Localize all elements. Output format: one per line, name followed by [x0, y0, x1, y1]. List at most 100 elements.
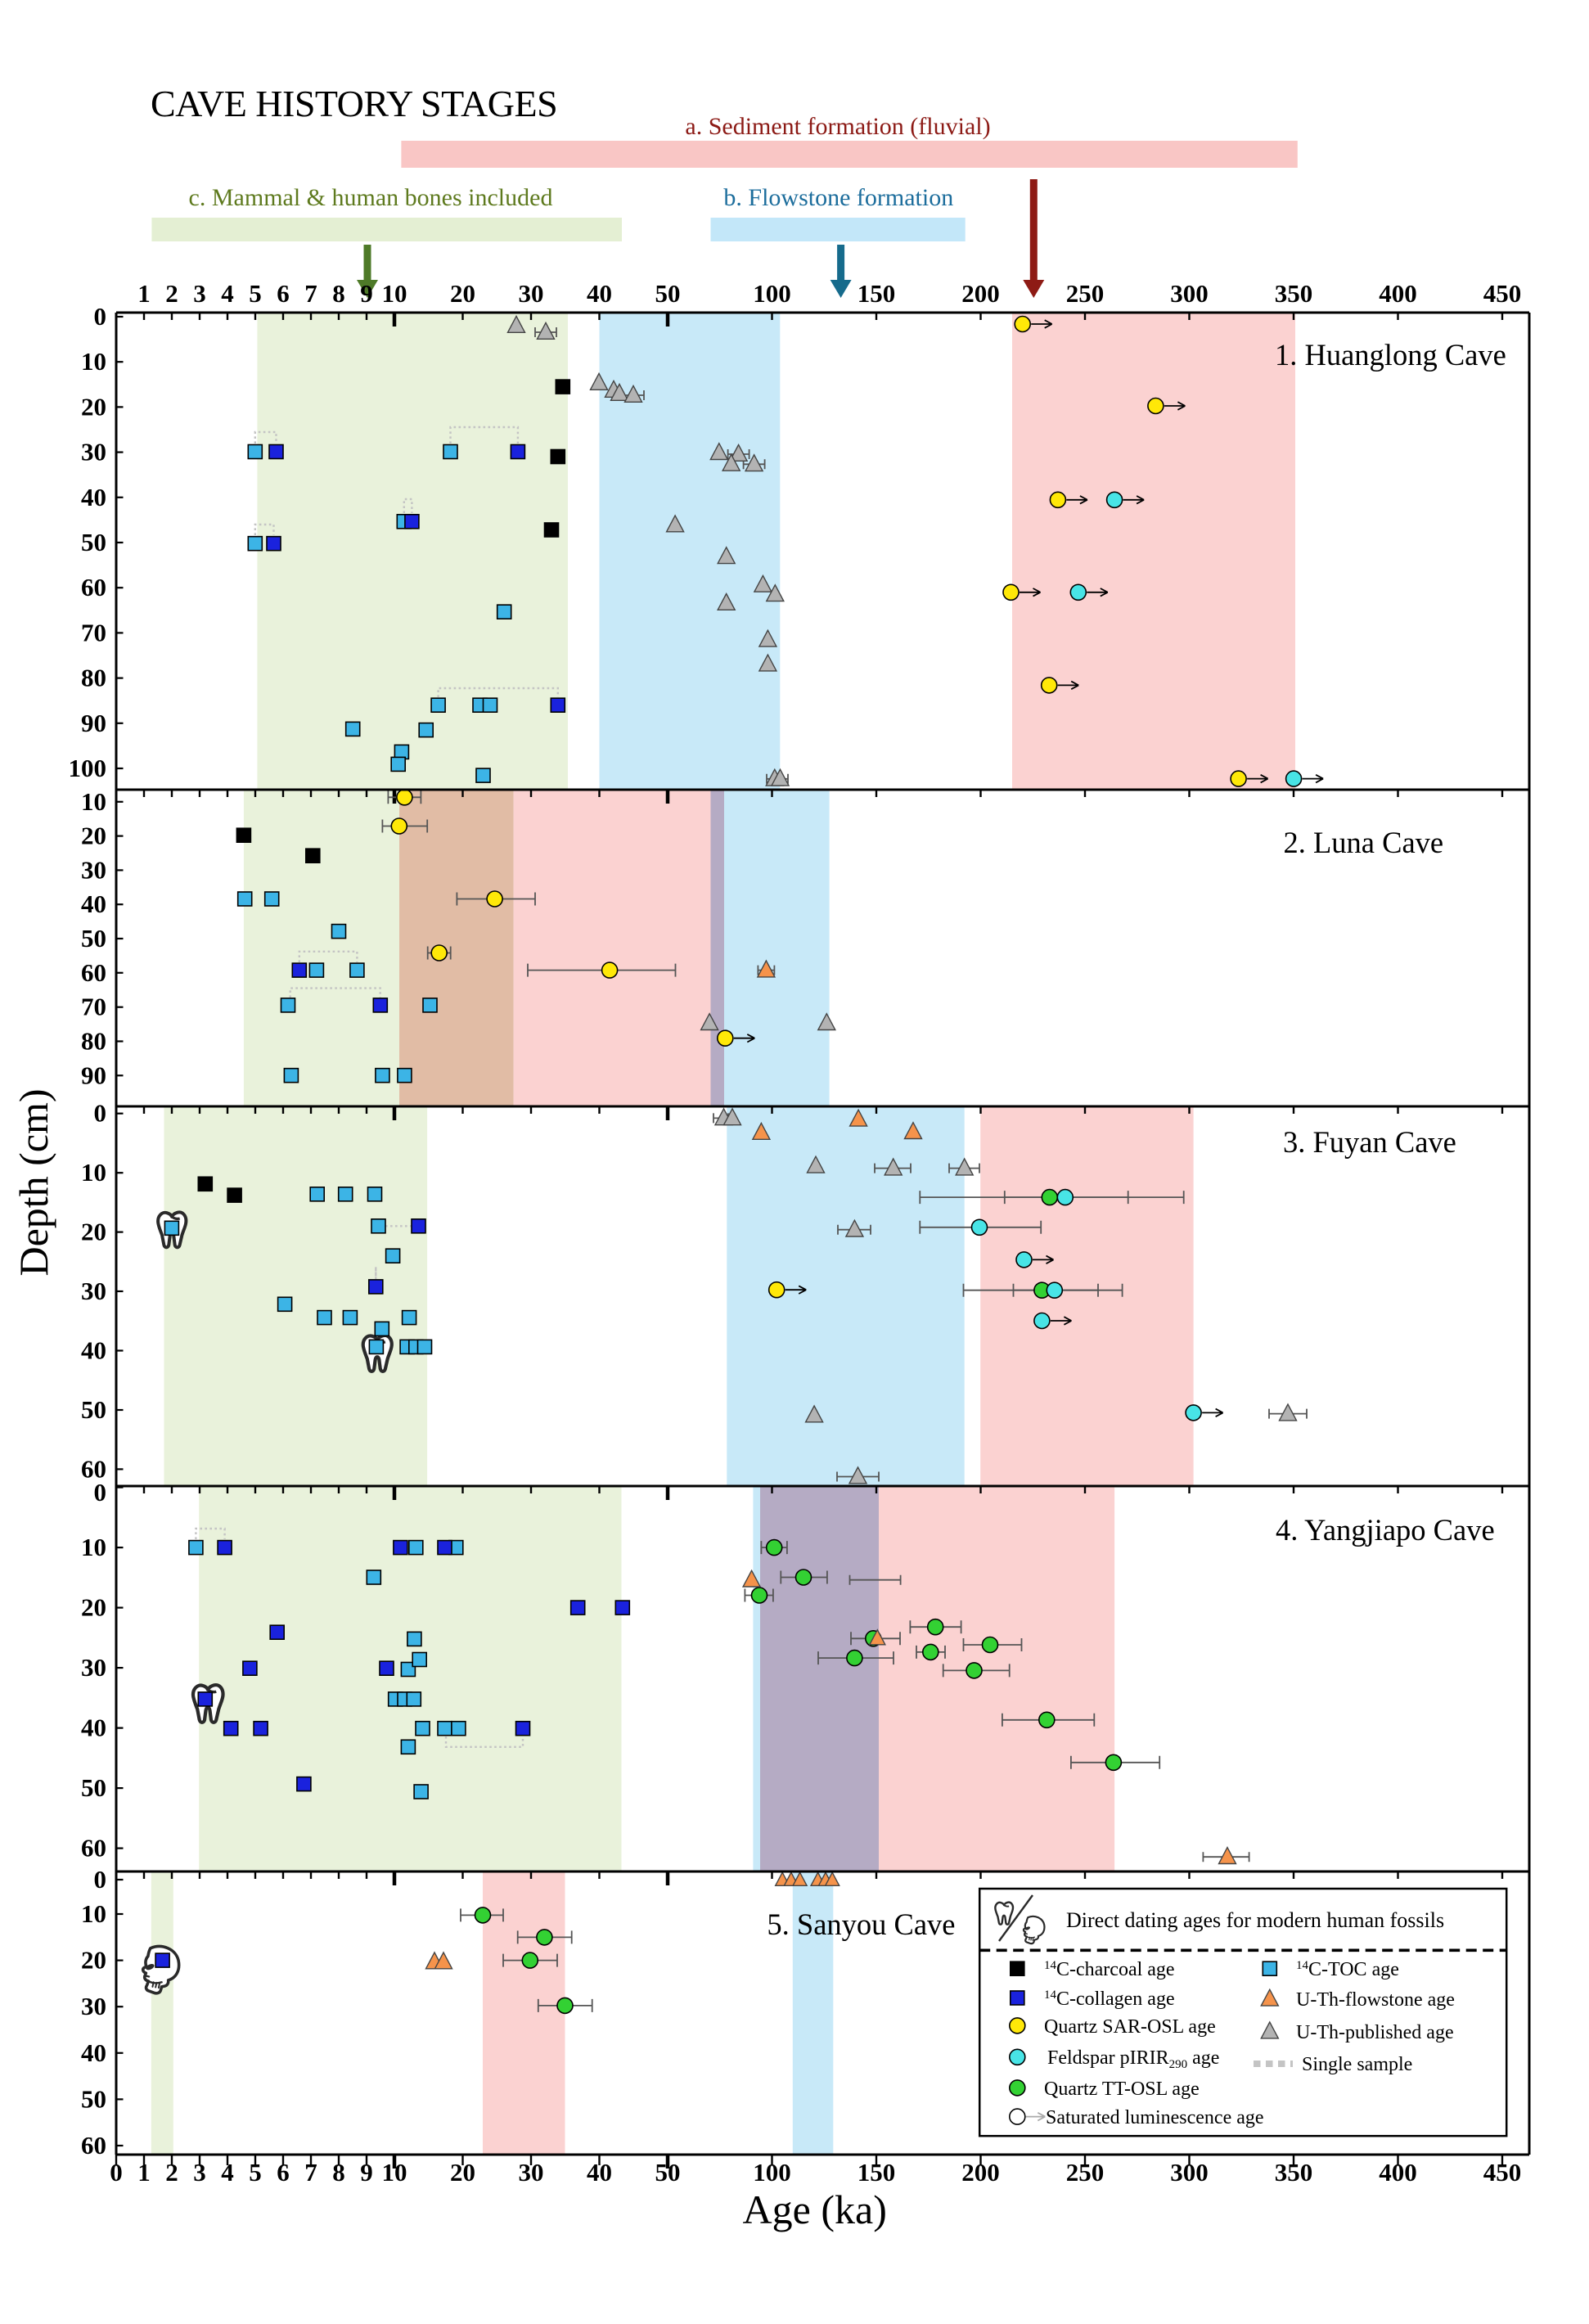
svg-text:100: 100 — [753, 2158, 791, 2187]
svg-text:60: 60 — [81, 1454, 106, 1483]
svg-text:50: 50 — [81, 1773, 106, 1802]
svg-text:2: 2 — [165, 2158, 178, 2187]
svg-text:U-Th-flowstone age: U-Th-flowstone age — [1296, 1989, 1455, 2011]
svg-text:40: 40 — [81, 1336, 106, 1365]
svg-text:40: 40 — [587, 2158, 612, 2187]
svg-text:100: 100 — [69, 754, 107, 782]
svg-text:Quartz SAR-OSL age: Quartz SAR-OSL age — [1044, 2016, 1216, 2038]
svg-text:4: 4 — [221, 279, 234, 308]
svg-text:1: 1 — [137, 279, 151, 308]
svg-text:CAVE HISTORY STAGES: CAVE HISTORY STAGES — [151, 83, 557, 124]
svg-text:40: 40 — [81, 483, 106, 511]
svg-text:90: 90 — [81, 1061, 106, 1089]
svg-text:3: 3 — [193, 2158, 206, 2187]
svg-text:5: 5 — [249, 2158, 262, 2187]
svg-text:30: 30 — [81, 438, 106, 466]
svg-text:10: 10 — [81, 1158, 106, 1187]
svg-text:Direct dating ages for modern: Direct dating ages for modern human foss… — [1066, 1908, 1444, 1932]
svg-text:10: 10 — [81, 1899, 106, 1928]
svg-text:Feldspar pIRIR290 age: Feldspar pIRIR290 age — [1047, 2047, 1219, 2071]
svg-text:0: 0 — [94, 1865, 107, 1894]
svg-text:400: 400 — [1379, 2158, 1417, 2187]
svg-text:80: 80 — [81, 1027, 106, 1056]
svg-text:40: 40 — [587, 279, 612, 308]
svg-text:250: 250 — [1066, 2158, 1105, 2187]
svg-text:60: 60 — [81, 2131, 106, 2160]
svg-text:30: 30 — [81, 1277, 106, 1305]
svg-text:10: 10 — [81, 1533, 106, 1561]
svg-text:30: 30 — [81, 1992, 106, 2020]
svg-text:50: 50 — [655, 2158, 681, 2187]
svg-text:150: 150 — [858, 2158, 896, 2187]
svg-text:0: 0 — [94, 1478, 107, 1507]
svg-text:450: 450 — [1483, 2158, 1522, 2187]
svg-text:30: 30 — [81, 1653, 106, 1682]
svg-text:50: 50 — [81, 528, 106, 556]
svg-text:40: 40 — [81, 1714, 106, 1742]
svg-text:70: 70 — [81, 993, 106, 1021]
svg-text:0: 0 — [110, 2158, 123, 2187]
svg-text:350: 350 — [1275, 2158, 1313, 2187]
svg-text:30: 30 — [81, 855, 106, 884]
svg-text:50: 50 — [81, 1395, 106, 1424]
svg-text:10: 10 — [382, 2158, 407, 2187]
svg-text:0: 0 — [94, 1099, 107, 1128]
svg-text:3. Fuyan Cave: 3. Fuyan Cave — [1283, 1125, 1456, 1159]
svg-text:40: 40 — [81, 2038, 106, 2067]
svg-text:10: 10 — [382, 279, 407, 308]
svg-text:Depth (cm): Depth (cm) — [11, 1088, 56, 1276]
svg-text:50: 50 — [655, 279, 681, 308]
svg-text:100: 100 — [753, 279, 791, 308]
svg-text:8: 8 — [332, 279, 345, 308]
svg-text:40: 40 — [81, 890, 106, 918]
svg-text:c. Mammal & human bones includ: c. Mammal & human bones included — [189, 184, 553, 211]
svg-text:10: 10 — [81, 787, 106, 816]
svg-text:30: 30 — [519, 279, 544, 308]
svg-text:9: 9 — [360, 2158, 373, 2187]
svg-text:20: 20 — [81, 392, 106, 421]
svg-text:1. Huanglong Cave: 1. Huanglong Cave — [1275, 338, 1506, 372]
svg-text:200: 200 — [961, 2158, 1000, 2187]
svg-text:5. Sanyou Cave: 5. Sanyou Cave — [767, 1907, 955, 1941]
svg-text:20: 20 — [81, 1593, 106, 1622]
svg-text:5: 5 — [249, 279, 262, 308]
svg-text:0: 0 — [94, 302, 107, 331]
svg-text:2. Luna Cave: 2. Luna Cave — [1284, 826, 1444, 859]
svg-text:350: 350 — [1275, 279, 1313, 308]
svg-text:30: 30 — [519, 2158, 544, 2187]
svg-text:7: 7 — [304, 2158, 317, 2187]
svg-text:150: 150 — [858, 279, 896, 308]
svg-text:10: 10 — [81, 347, 106, 376]
svg-text:250: 250 — [1066, 279, 1105, 308]
svg-text:Quartz TT-OSL age: Quartz TT-OSL age — [1044, 2079, 1200, 2100]
svg-text:300: 300 — [1170, 279, 1209, 308]
svg-text:Saturated luminescence age: Saturated luminescence age — [1046, 2107, 1264, 2128]
svg-text:20: 20 — [450, 279, 475, 308]
svg-text:14C-TOC age: 14C-TOC age — [1296, 1959, 1399, 1980]
svg-text:14C-charcoal age: 14C-charcoal age — [1044, 1959, 1175, 1980]
svg-text:4: 4 — [221, 2158, 234, 2187]
svg-text:300: 300 — [1170, 2158, 1209, 2187]
svg-text:6: 6 — [277, 2158, 290, 2187]
svg-text:20: 20 — [81, 1946, 106, 1975]
svg-text:9: 9 — [360, 279, 373, 308]
svg-text:20: 20 — [81, 822, 106, 850]
svg-text:a. Sediment formation (fluvial: a. Sediment formation (fluvial) — [685, 113, 990, 140]
svg-text:60: 60 — [81, 958, 106, 987]
svg-text:60: 60 — [81, 573, 106, 601]
svg-text:6: 6 — [277, 279, 290, 308]
svg-text:b. Flowstone formation: b. Flowstone formation — [723, 184, 953, 211]
svg-text:70: 70 — [81, 618, 106, 646]
svg-text:20: 20 — [450, 2158, 475, 2187]
svg-text:8: 8 — [332, 2158, 345, 2187]
svg-text:Single sample: Single sample — [1302, 2054, 1412, 2075]
svg-text:U-Th-published age: U-Th-published age — [1296, 2022, 1454, 2043]
svg-text:50: 50 — [81, 924, 106, 953]
svg-text:4. Yangjiapo Cave: 4. Yangjiapo Cave — [1276, 1513, 1495, 1547]
svg-text:3: 3 — [193, 279, 206, 308]
svg-text:50: 50 — [81, 2084, 106, 2113]
svg-text:90: 90 — [81, 709, 106, 737]
svg-text:2: 2 — [165, 279, 178, 308]
svg-text:60: 60 — [81, 1834, 106, 1862]
svg-text:400: 400 — [1379, 279, 1417, 308]
